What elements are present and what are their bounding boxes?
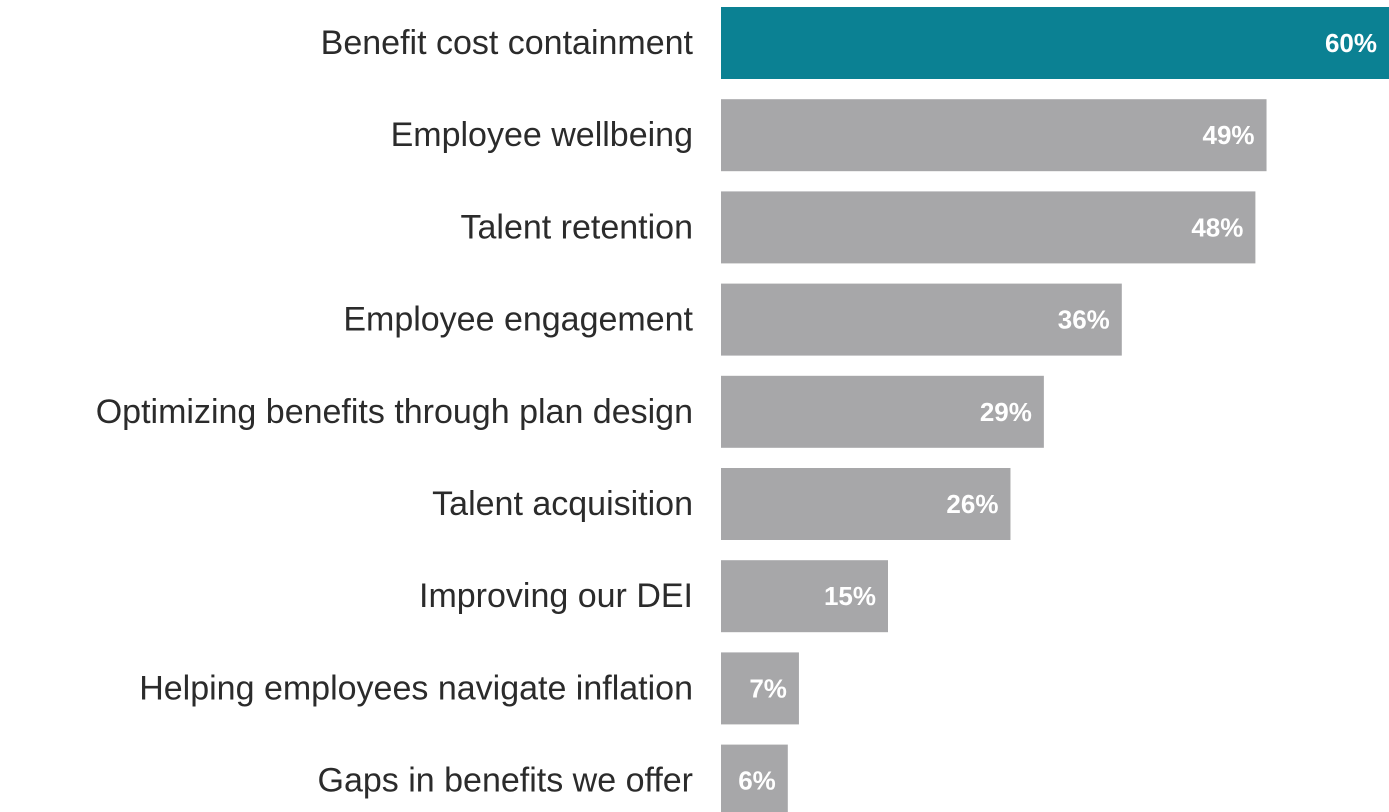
category-label-3: Employee engagement xyxy=(343,301,693,339)
bar-8 xyxy=(721,744,788,812)
value-label-2: 48% xyxy=(1191,212,1243,242)
bar-5 xyxy=(721,468,1011,540)
value-label-7: 7% xyxy=(749,673,787,703)
category-label-8: Gaps in benefits we offer xyxy=(318,762,693,800)
category-label-1: Employee wellbeing xyxy=(391,116,693,154)
bar-0 xyxy=(721,7,1389,79)
category-label-4: Optimizing benefits through plan design xyxy=(96,393,693,431)
value-label-0: 60% xyxy=(1325,28,1377,58)
value-label-5: 26% xyxy=(946,489,998,519)
bar-3 xyxy=(721,283,1122,356)
category-label-7: Helping employees navigate inflation xyxy=(139,669,693,707)
category-label-0: Benefit cost containment xyxy=(321,24,694,62)
bar-7 xyxy=(721,652,799,725)
value-label-1: 49% xyxy=(1202,120,1254,150)
value-label-4: 29% xyxy=(980,397,1032,427)
bar-1 xyxy=(721,99,1267,172)
bar-2 xyxy=(721,191,1256,264)
bar-4 xyxy=(721,375,1044,448)
value-label-8: 6% xyxy=(738,766,776,796)
category-label-6: Improving our DEI xyxy=(419,577,693,615)
value-label-6: 15% xyxy=(824,581,876,611)
category-label-2: Talent retention xyxy=(461,208,694,246)
bar-6 xyxy=(721,560,888,633)
value-label-3: 36% xyxy=(1058,305,1110,335)
category-label-5: Talent acquisition xyxy=(432,485,693,523)
bars-group: Benefit cost containment 60% Employee well… xyxy=(96,7,1389,812)
